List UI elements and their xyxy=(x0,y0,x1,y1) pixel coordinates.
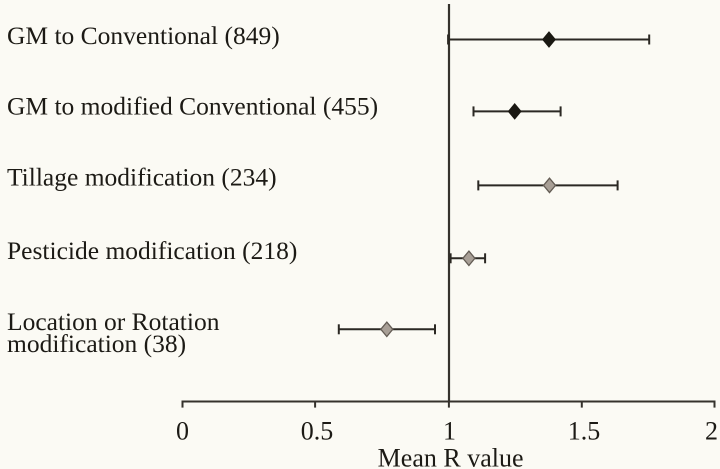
svg-text:modification (38): modification (38) xyxy=(7,329,186,358)
svg-text:1.5: 1.5 xyxy=(568,416,601,445)
svg-text:0.5: 0.5 xyxy=(301,416,334,445)
svg-text:2: 2 xyxy=(705,416,718,445)
svg-text:Mean R value: Mean R value xyxy=(378,443,524,469)
svg-text:GM to modified Conventional (4: GM to modified Conventional (455) xyxy=(7,91,378,120)
svg-text:GM to Conventional (849): GM to Conventional (849) xyxy=(7,21,280,50)
svg-text:Pesticide modification (218): Pesticide modification (218) xyxy=(7,236,297,265)
svg-text:Tillage modification (234): Tillage modification (234) xyxy=(7,163,277,192)
svg-text:1: 1 xyxy=(443,416,456,445)
svg-text:Location or Rotation: Location or Rotation xyxy=(7,307,220,336)
svg-text:0: 0 xyxy=(176,416,189,445)
